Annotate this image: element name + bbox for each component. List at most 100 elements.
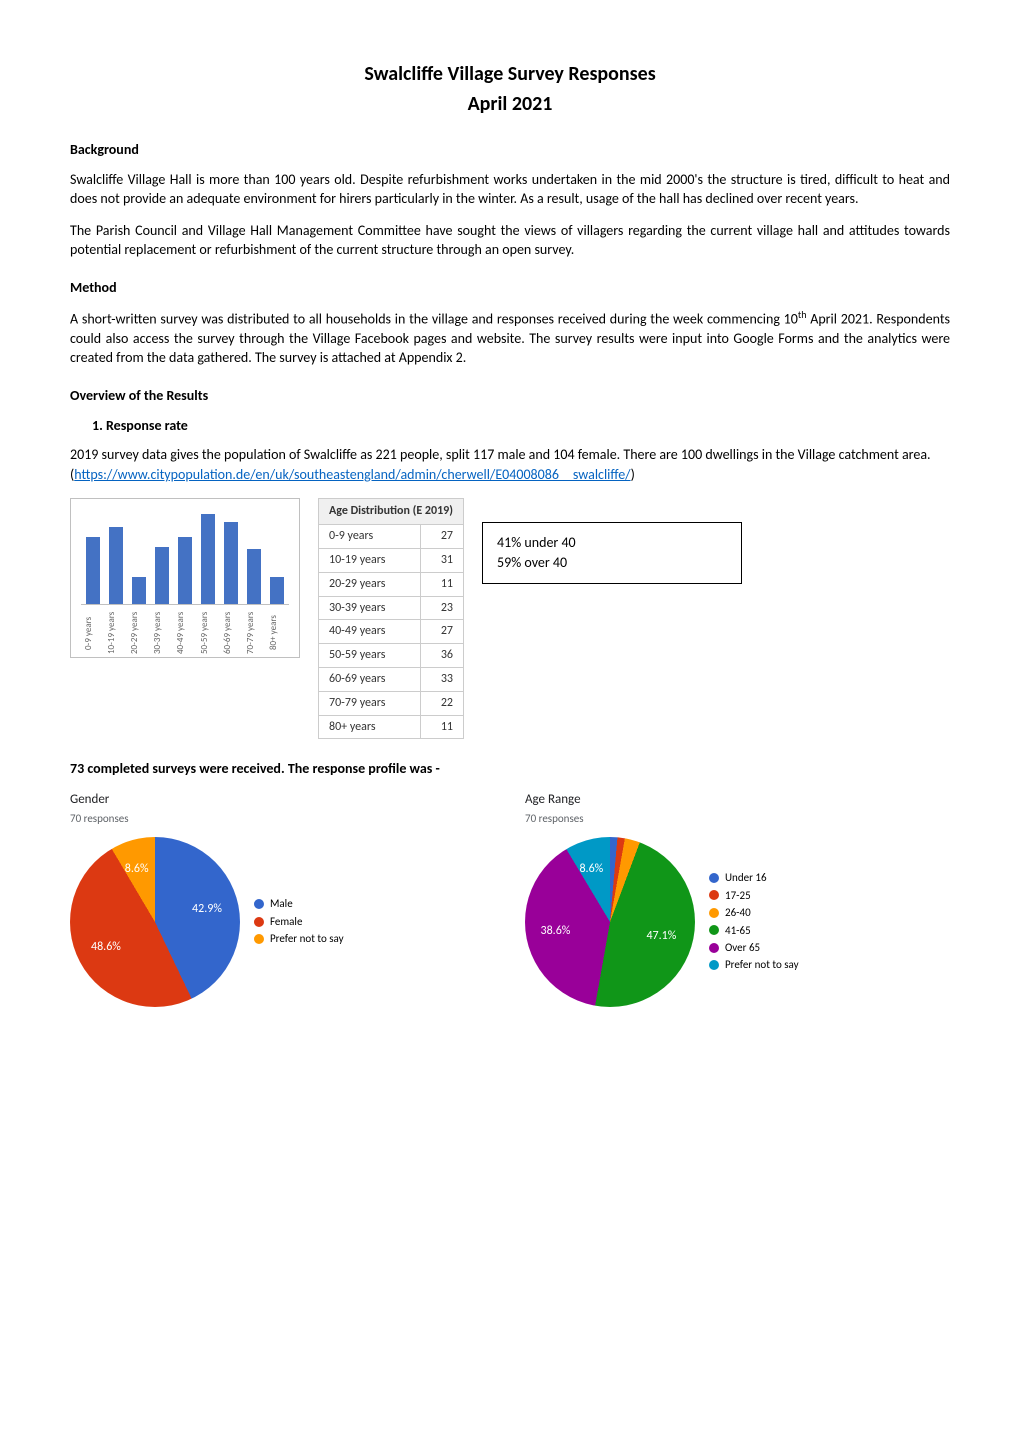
pie-slice-label: 38.6% <box>541 923 571 940</box>
chart-title: Gender <box>70 791 495 809</box>
citation-link[interactable]: https://www.citypopulation.de/en/uk/sout… <box>74 466 630 483</box>
pie-slice-label: 8.6% <box>579 861 603 878</box>
table-cell-label: 0-9 years <box>319 525 421 549</box>
agerange-pie-chart: 47.1% 38.6% 8.6% <box>525 837 695 1007</box>
text: 2019 survey data gives the population of… <box>70 446 931 463</box>
bar <box>155 547 169 605</box>
text: A short-written survey was distributed t… <box>70 310 798 327</box>
legend-item: Prefer not to say <box>709 957 799 972</box>
legend-label: 26-40 <box>725 905 751 920</box>
legend-item: Prefer not to say <box>254 931 344 946</box>
bar <box>178 537 192 605</box>
table-cell-label: 80+ years <box>319 715 421 739</box>
legend-label: 41-65 <box>725 923 751 938</box>
axis-label: 20-29 years <box>129 609 148 657</box>
paragraph: The Parish Council and Village Hall Mana… <box>70 221 950 260</box>
response-profile-heading: 73 completed surveys were received. The … <box>70 759 950 779</box>
legend-item: 26-40 <box>709 905 799 920</box>
list-item-response-rate: Response rate <box>106 416 950 436</box>
section-heading-background: Background <box>70 140 950 160</box>
legend-swatch <box>709 908 719 918</box>
table-cell-label: 40-49 years <box>319 620 421 644</box>
page-title: Swalcliffe Village Survey Responses <box>70 60 950 88</box>
legend-swatch <box>709 890 719 900</box>
table-cell-value: 27 <box>420 525 464 549</box>
table-cell-label: 60-69 years <box>319 667 421 691</box>
pie-slice-label: 42.9% <box>192 901 222 918</box>
axis-label: 0-9 years <box>83 609 102 657</box>
gender-pie-chart: 42.9% 48.6% 8.6% <box>70 837 240 1007</box>
axis-label: 30-39 years <box>152 609 171 657</box>
section-heading-overview: Overview of the Results <box>70 386 950 406</box>
legend-item: Male <box>254 896 344 911</box>
bar <box>201 514 215 604</box>
pie-slice-label: 47.1% <box>646 928 676 945</box>
pie-charts-row: Gender 70 responses 42.9% 48.6% 8.6% Male F… <box>70 791 950 1007</box>
pie-slice-label: 48.6% <box>91 939 121 956</box>
table-cell-value: 36 <box>420 644 464 668</box>
summary-box: 41% under 40 59% over 40 <box>482 522 742 583</box>
legend-label: Prefer not to say <box>725 957 799 972</box>
paragraph: A short-written survey was distributed t… <box>70 308 950 368</box>
legend-swatch <box>709 960 719 970</box>
table-cell-label: 30-39 years <box>319 596 421 620</box>
legend-swatch <box>254 917 264 927</box>
table-cell-label: 20-29 years <box>319 572 421 596</box>
summary-line: 59% over 40 <box>497 553 727 573</box>
age-distribution-row: 0-9 years10-19 years20-29 years30-39 yea… <box>70 498 950 739</box>
bar <box>132 577 146 605</box>
bar <box>224 522 238 605</box>
bar <box>86 537 100 605</box>
legend-label: 17-25 <box>725 888 751 903</box>
legend-label: Under 16 <box>725 870 767 885</box>
table-cell-value: 31 <box>420 548 464 572</box>
section-heading-method: Method <box>70 278 950 298</box>
summary-line: 41% under 40 <box>497 533 727 553</box>
age-bar-chart: 0-9 years10-19 years20-29 years30-39 yea… <box>70 498 300 658</box>
paragraph: 2019 survey data gives the population of… <box>70 445 950 484</box>
table-cell-label: 10-19 years <box>319 548 421 572</box>
chart-title: Age Range <box>525 791 950 809</box>
age-distribution-table: Age Distribution (E 2019) 0-9 years2710-… <box>318 498 464 739</box>
table-cell-value: 11 <box>420 572 464 596</box>
gender-legend: Male Female Prefer not to say <box>254 894 344 948</box>
legend-swatch <box>254 899 264 909</box>
legend-item: Over 65 <box>709 940 799 955</box>
agerange-legend: Under 16 17-25 26-40 41-65 Over 65 Prefer not… <box>709 868 799 974</box>
table-cell-label: 70-79 years <box>319 691 421 715</box>
table-cell-value: 23 <box>420 596 464 620</box>
chart-subtitle: 70 responses <box>70 811 495 826</box>
page-subtitle: April 2021 <box>70 90 950 118</box>
legend-swatch <box>709 925 719 935</box>
axis-label: 80+ years <box>268 609 287 657</box>
axis-label: 10-19 years <box>106 609 125 657</box>
bar <box>109 527 123 605</box>
legend-label: Female <box>270 914 302 929</box>
axis-label: 50-59 years <box>199 609 218 657</box>
pie-slice-label: 8.6% <box>125 861 149 878</box>
legend-label: Prefer not to say <box>270 931 344 946</box>
paragraph: Swalcliffe Village Hall is more than 100… <box>70 170 950 209</box>
table-header: Age Distribution (E 2019) <box>319 499 464 525</box>
gender-chart-card: Gender 70 responses 42.9% 48.6% 8.6% Male F… <box>70 791 495 1007</box>
chart-subtitle: 70 responses <box>525 811 950 826</box>
table-cell-label: 50-59 years <box>319 644 421 668</box>
legend-item: 41-65 <box>709 923 799 938</box>
legend-swatch <box>709 873 719 883</box>
axis-label: 70-79 years <box>245 609 264 657</box>
legend-swatch <box>254 934 264 944</box>
legend-label: Male <box>270 896 293 911</box>
legend-item: Under 16 <box>709 870 799 885</box>
axis-label: 60-69 years <box>222 609 241 657</box>
axis-label: 40-49 years <box>175 609 194 657</box>
agerange-chart-card: Age Range 70 responses 47.1% 38.6% 8.6% Un… <box>525 791 950 1007</box>
legend-item: Female <box>254 914 344 929</box>
bar <box>270 577 284 605</box>
table-cell-value: 27 <box>420 620 464 644</box>
table-cell-value: 22 <box>420 691 464 715</box>
legend-label: Over 65 <box>725 940 760 955</box>
bar <box>247 549 261 604</box>
table-cell-value: 11 <box>420 715 464 739</box>
table-cell-value: 33 <box>420 667 464 691</box>
legend-item: 17-25 <box>709 888 799 903</box>
